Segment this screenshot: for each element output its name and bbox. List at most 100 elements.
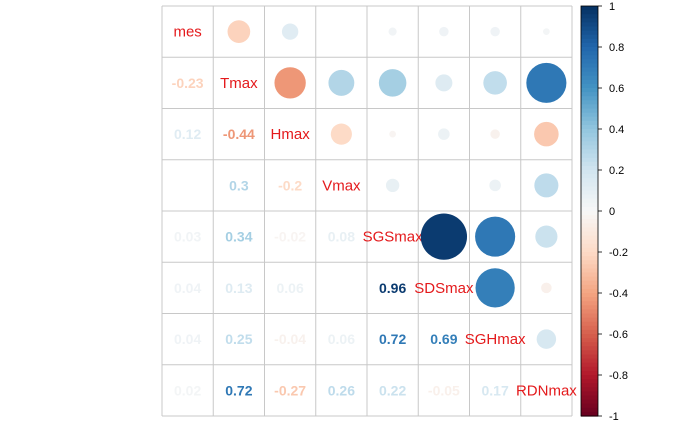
colorbar-segment — [581, 38, 598, 44]
colorbar-segment — [581, 231, 598, 237]
colorbar-segment — [581, 342, 598, 347]
colorbar-segment — [581, 194, 598, 200]
correlation-value: 0.06 — [328, 331, 355, 347]
correlation-circle — [388, 27, 397, 36]
grid — [161, 5, 573, 417]
correlation-circle — [489, 179, 501, 192]
colorbar-segment — [581, 51, 598, 56]
colorbar-tick-label: -0.8 — [609, 370, 628, 382]
diagonal-label: SDSmax — [414, 280, 474, 297]
colorbar-segment — [581, 75, 598, 81]
colorbar-segment — [581, 313, 598, 319]
colorbar-segment — [581, 112, 598, 118]
colorbar-tick-label: 0.2 — [609, 165, 624, 177]
colorbar-segment — [581, 379, 598, 384]
colorbar-segment — [581, 174, 598, 179]
colorbar-segment — [581, 198, 598, 204]
correlation-circle — [475, 216, 516, 257]
correlation-circle — [490, 26, 500, 37]
colorbar-segment — [581, 96, 598, 101]
colorbar-segment — [581, 182, 598, 187]
diagonal-label: Vmax — [322, 177, 361, 194]
correlation-value: 0.12 — [174, 126, 201, 142]
diagonal-label: SGSmax — [363, 229, 424, 246]
correlation-circle — [536, 329, 557, 349]
colorbar-segment — [581, 354, 598, 360]
correlation-value: -0.27 — [274, 382, 306, 398]
correlation-circle — [389, 130, 396, 138]
colorbar-segment — [581, 260, 598, 265]
colorbar-segment — [581, 215, 598, 220]
colorbar-segment — [581, 6, 598, 11]
colorbar-segment — [581, 124, 598, 130]
colorbar-segment — [581, 153, 598, 159]
correlation-value: 0.22 — [379, 382, 406, 398]
correlation-circle — [490, 129, 500, 139]
colorbar-segment — [581, 321, 598, 327]
correlation-value: -0.44 — [223, 126, 255, 142]
colorbar-tick-label: -1 — [609, 411, 619, 423]
colorbar-segment — [581, 206, 598, 212]
colorbar-tick-label: -0.6 — [609, 329, 628, 341]
colorbar-segment — [581, 149, 598, 155]
colorbar-segment — [581, 297, 598, 302]
colorbar-segment — [581, 10, 598, 15]
colorbar-segment — [581, 309, 598, 315]
colorbar-tick-label: 0.8 — [609, 42, 624, 54]
colorbar-segment — [581, 219, 598, 224]
colorbar-segment — [581, 403, 598, 409]
correlation-value: 0.08 — [328, 229, 355, 245]
colorbar-segment — [581, 202, 598, 208]
colorbar-segment — [581, 47, 598, 52]
colorbar-segment — [581, 22, 598, 28]
correlation-circle — [541, 282, 552, 294]
colorbar-segment — [581, 383, 598, 388]
colorbar-segment — [581, 120, 598, 126]
colorbar-segment — [581, 370, 598, 376]
correlation-circle — [328, 69, 355, 96]
colorbar-segment — [581, 243, 598, 249]
colorbar-segment — [581, 223, 598, 228]
colorbar-segment — [581, 18, 598, 23]
correlation-value: 0.04 — [174, 331, 201, 347]
colorbar-segment — [581, 358, 598, 364]
colorbar-segment — [581, 293, 598, 298]
colorbar-segment — [581, 108, 598, 114]
colorbar-tick-label: -0.2 — [609, 247, 628, 259]
correlation-marks: mes -0.23 Tmax 0.12 -0.44 Hmax 0.3 -0.2 Vmax 0.03… — [172, 20, 577, 399]
colorbar-segment — [581, 165, 598, 171]
correlation-value: 0.02 — [174, 382, 201, 398]
colorbar-segment — [581, 79, 598, 85]
colorbar-segment — [581, 399, 598, 405]
colorbar-segment — [581, 256, 598, 261]
correlation-circle — [534, 121, 559, 147]
colorbar-segment — [581, 227, 598, 233]
colorbar-segment — [581, 288, 598, 294]
correlation-value: 0.03 — [174, 229, 201, 245]
colorbar-segment — [581, 317, 598, 323]
colorbar-segment — [581, 170, 598, 175]
correlation-circle — [385, 178, 400, 193]
colorbar-segment — [581, 104, 598, 110]
colorbar-tick-label: 1 — [609, 1, 615, 13]
correlation-value: 0.06 — [277, 280, 304, 296]
colorbar-segment — [581, 141, 598, 146]
colorbar-segment — [581, 375, 598, 380]
colorbar-segment — [581, 133, 598, 138]
correlation-value: -0.23 — [172, 75, 204, 91]
colorbar-segment — [581, 264, 598, 269]
colorbar-segment — [581, 178, 598, 183]
colorbar-segment — [581, 235, 598, 241]
correlation-value: 0.3 — [229, 177, 249, 193]
correlation-circle — [535, 225, 558, 248]
colorbar-segment — [581, 346, 598, 351]
colorbar-segment — [581, 145, 598, 151]
colorbar-segment — [581, 211, 598, 216]
colorbar-segment — [581, 395, 598, 401]
correlation-value: -0.2 — [278, 177, 302, 193]
diagonal-label: RDNmax — [516, 382, 577, 399]
correlation-circle — [378, 69, 407, 97]
correlation-value: -0.05 — [428, 382, 460, 398]
colorbar-tick-label: 0.6 — [609, 83, 624, 95]
